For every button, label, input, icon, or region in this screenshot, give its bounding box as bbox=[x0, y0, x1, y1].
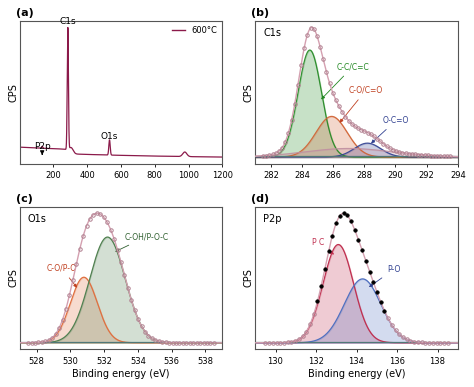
Text: P2p: P2p bbox=[34, 142, 51, 151]
Text: O-C=O: O-C=O bbox=[372, 116, 410, 143]
Text: C-OH/P-O-C: C-OH/P-O-C bbox=[116, 232, 168, 252]
Legend: 600°C: 600°C bbox=[172, 25, 218, 36]
Text: (d): (d) bbox=[251, 194, 269, 204]
Text: P-O: P-O bbox=[370, 265, 400, 287]
X-axis label: Binding energy (eV): Binding energy (eV) bbox=[72, 369, 170, 378]
Text: C1s: C1s bbox=[60, 17, 76, 26]
Text: C-O/P-O: C-O/P-O bbox=[47, 264, 77, 287]
X-axis label: Binding energy (eV): Binding energy (eV) bbox=[308, 369, 405, 378]
Text: O1s: O1s bbox=[28, 214, 47, 224]
Text: C-O/C=O: C-O/C=O bbox=[340, 86, 383, 122]
Y-axis label: CPS: CPS bbox=[9, 269, 18, 288]
Text: (a): (a) bbox=[16, 8, 34, 18]
Text: C-C/C=C: C-C/C=C bbox=[322, 62, 369, 99]
Text: (b): (b) bbox=[251, 8, 269, 18]
Text: O1s: O1s bbox=[101, 132, 118, 141]
Text: C1s: C1s bbox=[264, 28, 282, 38]
Y-axis label: CPS: CPS bbox=[244, 83, 254, 102]
Y-axis label: CPS: CPS bbox=[9, 83, 18, 102]
Y-axis label: CPS: CPS bbox=[244, 269, 254, 288]
Text: P C: P C bbox=[312, 238, 333, 254]
Text: P2p: P2p bbox=[264, 214, 282, 224]
Text: (c): (c) bbox=[16, 194, 33, 204]
